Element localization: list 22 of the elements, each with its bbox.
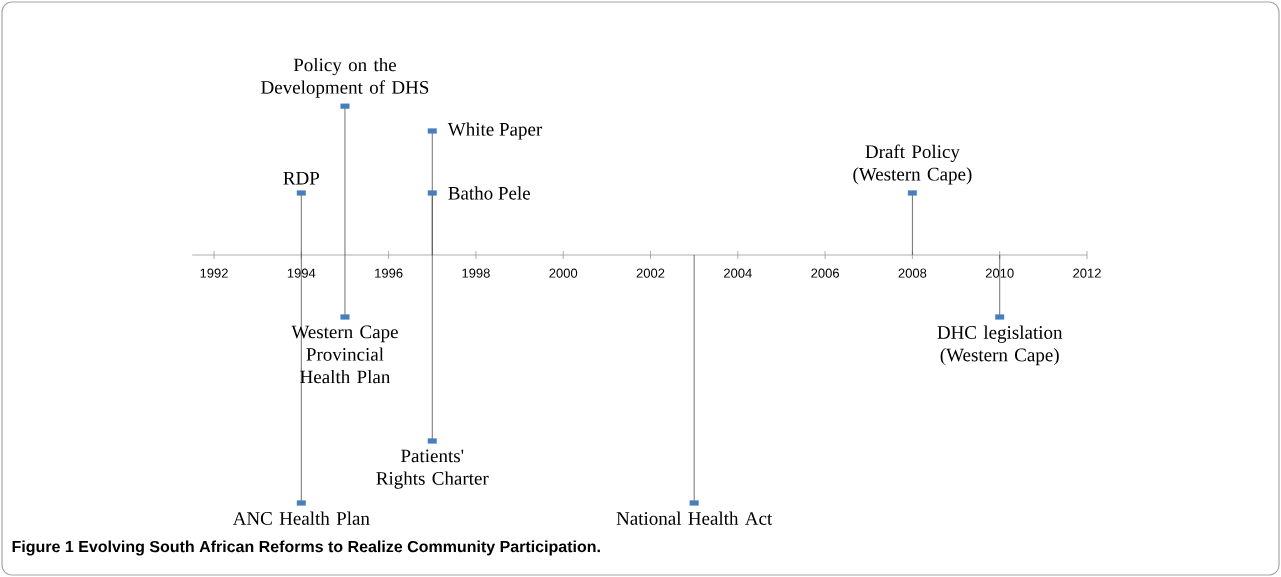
annotation: Batho Pele	[448, 186, 530, 200]
x-tick-label: 2006	[811, 268, 839, 278]
annotation: National Health Act	[616, 511, 773, 525]
annotation: DHC legislation (Western Cape)	[937, 325, 1063, 366]
x-tick-label: 2008	[898, 268, 927, 278]
x-tick-label: 1998	[462, 268, 490, 278]
x-tick-label: 2004	[724, 268, 752, 278]
x-tick-label: 1992	[200, 268, 228, 278]
x-tick-label: 2000	[549, 268, 578, 278]
annotation: ANC Health Plan	[232, 511, 370, 525]
x-tick-label: 2010	[985, 268, 1014, 278]
annotation: RDP	[283, 171, 320, 185]
annotation: Policy on the Development of DHS	[261, 57, 429, 98]
text: Figure 1 Evolving South African Reforms to Realize Community Participation.	[12, 540, 600, 556]
annotation: Western Cape Provincial Health Plan	[291, 325, 398, 384]
x-tick-label: 2002	[636, 268, 665, 278]
x-tick-label: 2012	[1073, 268, 1101, 278]
x-tick-label: 1996	[375, 268, 403, 278]
annotation: Patients' Rights Charter	[376, 449, 489, 489]
annotation: Draft Policy (Western Cape)	[853, 144, 972, 185]
annotation: White Paper	[447, 122, 543, 140]
x-tick-label: 1994	[287, 268, 316, 278]
